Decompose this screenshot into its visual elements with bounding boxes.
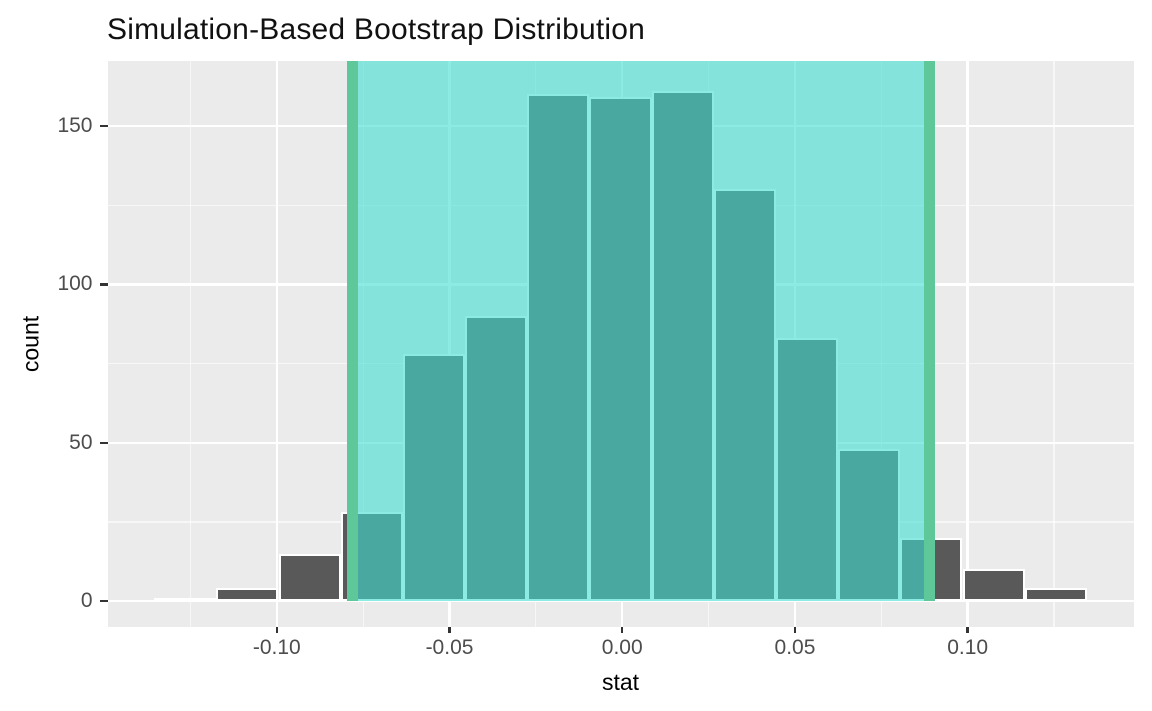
y-tick-mark (100, 441, 108, 444)
x-tick-mark (448, 626, 451, 633)
x-tick-label: 0.00 (601, 635, 643, 659)
y-tick-mark (100, 283, 108, 286)
histogram-bar (154, 597, 217, 602)
x-tick-label: -0.05 (425, 635, 474, 659)
histogram-bar (216, 588, 279, 602)
y-major-gridline (107, 599, 1134, 603)
x-major-gridline (275, 61, 279, 627)
plot-panel (107, 61, 1134, 627)
x-tick-label: 0.05 (774, 635, 816, 659)
x-tick-label: 0.10 (947, 635, 989, 659)
y-tick-label: 150 (57, 113, 93, 137)
histogram-bar (278, 553, 341, 602)
ci-line-lower (347, 61, 359, 602)
x-tick-mark (966, 626, 969, 633)
y-tick-label: 50 (69, 430, 93, 454)
x-major-gridline (966, 61, 969, 627)
plot-title: Simulation-Based Bootstrap Distribution (107, 13, 646, 46)
histogram-bar (962, 569, 1025, 602)
y-tick-mark (100, 599, 108, 603)
y-tick-label: 0 (80, 589, 93, 613)
ci-line-upper (924, 61, 936, 602)
x-tick-mark (275, 626, 279, 633)
x-minor-gridline (1053, 61, 1055, 627)
x-minor-gridline (189, 61, 191, 627)
histogram-bar (1024, 588, 1087, 602)
y-axis-title: count (17, 315, 44, 372)
y-tick-mark (100, 124, 108, 128)
x-tick-label: -0.10 (252, 635, 301, 659)
ci-shade (352, 61, 930, 602)
y-tick-label: 100 (57, 272, 93, 296)
x-axis-title: stat (601, 668, 640, 695)
x-tick-mark (620, 626, 624, 633)
x-tick-mark (793, 626, 797, 633)
